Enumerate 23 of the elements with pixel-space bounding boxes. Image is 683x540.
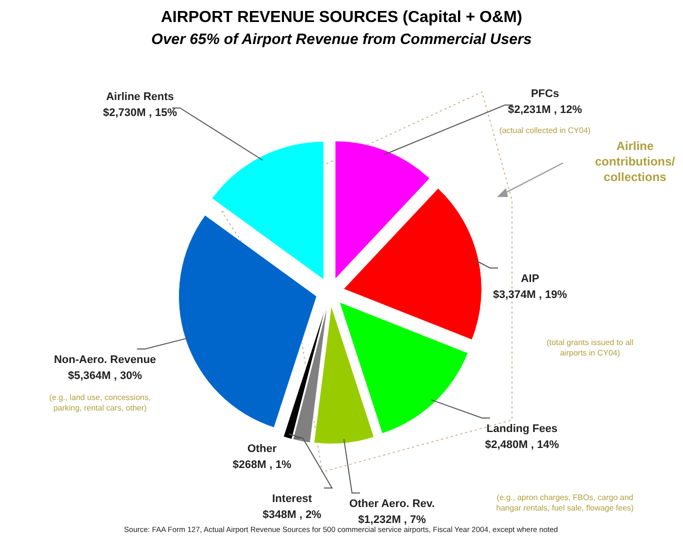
- data-label: $1,232M , 7%: [358, 514, 426, 526]
- text: (e.g., apron charges, FBOs, cargo and hangar rentals, fuel sale, flowage fees): [496, 493, 634, 512]
- data-label: $3,374M , 19%: [493, 289, 568, 301]
- slice-label: Interest: [272, 493, 312, 505]
- slice-label: Other: [247, 443, 278, 455]
- slice-label: PFCs: [530, 88, 560, 100]
- slice-label: AIP: [520, 273, 540, 285]
- text: Airline contributions/ collections: [595, 139, 676, 184]
- text: (e.g., land use, concessions, parking, rental cars, other): [49, 393, 151, 412]
- data-label: $348M , 2%: [262, 509, 322, 521]
- data-label: $2,231M , 12%: [508, 104, 582, 116]
- slice-label: Landing Fees: [486, 423, 558, 435]
- slice-label: Airline Rents: [106, 91, 174, 103]
- chart-title: AIRPORT REVENUE SOURCES (Capital + O&M): [160, 9, 522, 26]
- data-label: $2,730M , 15%: [103, 107, 178, 119]
- data-label: $5,364M , 30%: [68, 370, 142, 382]
- data-label: $268M , 1%: [232, 459, 292, 471]
- slice-label: Non-Aero. Revenue: [54, 354, 156, 366]
- text: (actual collected in CY04): [499, 126, 591, 135]
- chart-subtitle: Over 65% of Airport Revenue from Commercial Users: [151, 31, 532, 48]
- text: (total grants issued to all airports in CY04): [546, 338, 634, 358]
- data-label: $2,480M , 14%: [485, 439, 560, 451]
- slice-label: Other Aero. Rev.: [349, 498, 435, 510]
